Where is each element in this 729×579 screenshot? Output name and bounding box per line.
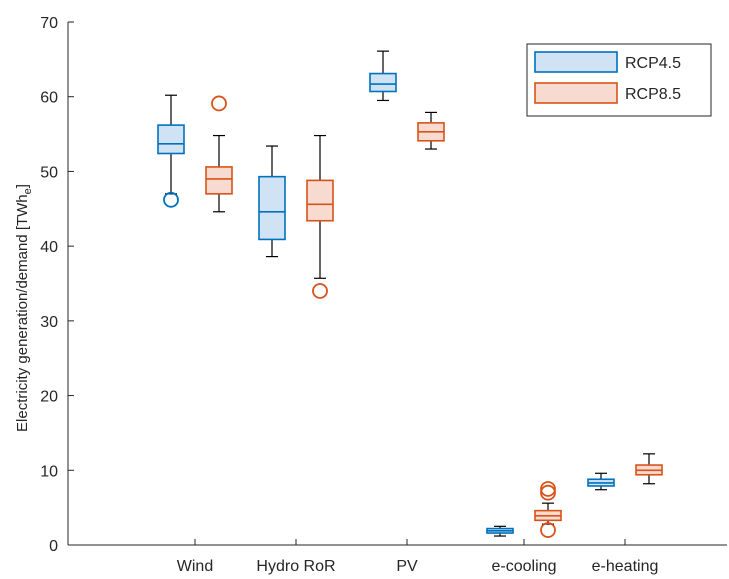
box-rcp45 — [369, 50, 397, 102]
outlier-point — [540, 481, 556, 497]
box-rcp45 — [587, 472, 615, 491]
legend-swatch — [534, 51, 618, 73]
box-series — [157, 50, 663, 538]
y-tick-label: 50 — [40, 164, 58, 181]
legend: RCP4.5 RCP8.5 — [526, 43, 712, 117]
box-rcp45 — [486, 525, 514, 537]
x-axis-ticks: Wind Hydro RoR PV e-cooling e-heating — [177, 539, 659, 575]
box-iqr — [157, 124, 185, 155]
box-iqr — [369, 72, 397, 93]
outlier-point — [211, 95, 227, 112]
y-tick-label: 0 — [49, 538, 58, 555]
y-tick-label: 70 — [40, 15, 58, 32]
outlier-point — [312, 283, 328, 299]
y-tick-label: 60 — [40, 90, 58, 107]
box-rcp85 — [306, 134, 334, 299]
y-axis-ticks: 0 10 20 30 40 50 60 70 — [40, 15, 74, 555]
legend-label: RCP4.5 — [625, 55, 681, 72]
y-tick-label: 30 — [40, 314, 58, 331]
outlier-point — [163, 191, 179, 208]
y-tick-label: 20 — [40, 389, 58, 406]
x-tick-label: Wind — [177, 558, 213, 575]
box-rcp85 — [635, 453, 663, 485]
box-rcp85 — [205, 95, 233, 213]
outlier-point — [540, 484, 556, 501]
box-iqr — [205, 166, 233, 195]
outlier-point — [540, 522, 556, 538]
box-rcp85 — [534, 481, 562, 538]
x-tick-label: PV — [396, 558, 418, 575]
box-iqr — [258, 175, 286, 241]
x-tick-label: Hydro RoR — [256, 558, 335, 575]
x-tick-label: e-heating — [592, 558, 659, 575]
legend-label: RCP8.5 — [625, 86, 681, 103]
box-rcp85 — [417, 111, 445, 150]
y-axis-label: Electricity generation/demand [TWhe] — [14, 184, 34, 432]
box-rcp45 — [258, 145, 286, 258]
axes — [67, 22, 727, 546]
box-iqr — [306, 179, 334, 222]
y-tick-label: 10 — [40, 463, 58, 480]
x-tick-label: e-cooling — [492, 558, 557, 575]
y-tick-label: 40 — [40, 239, 58, 256]
legend-swatch — [534, 82, 618, 104]
box-rcp45 — [157, 94, 185, 208]
